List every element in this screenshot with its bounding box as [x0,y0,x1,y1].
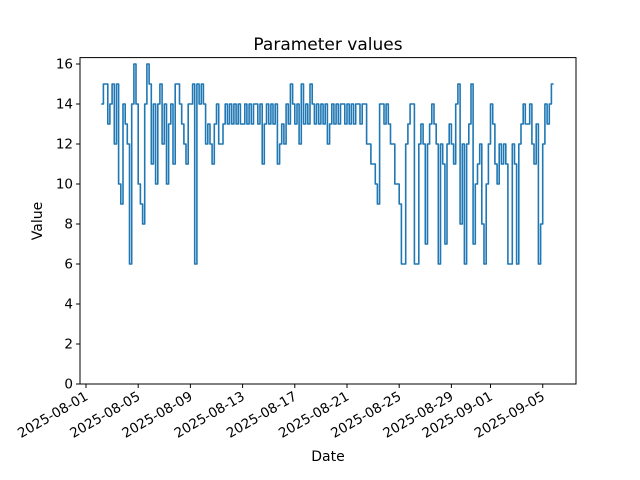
y-tick-label: 2 [64,337,73,353]
data-line [101,63,554,265]
y-axis-label: Value [30,202,46,240]
y-tick-label: 0 [64,377,73,393]
y-tick-label: 14 [56,97,73,113]
y-tick-label: 10 [56,177,73,193]
y-tick-label: 12 [56,137,73,153]
y-tick-label: 16 [56,57,73,73]
y-tick-label: 8 [64,217,73,233]
y-tick-label: 6 [64,257,73,273]
y-tick-label: 4 [64,297,73,313]
plot-area: 2025-08-012025-08-052025-08-092025-08-13… [15,57,577,442]
chart-title: Parameter values [253,35,402,55]
plot-border [79,57,577,385]
x-axis-label: Date [311,449,344,465]
